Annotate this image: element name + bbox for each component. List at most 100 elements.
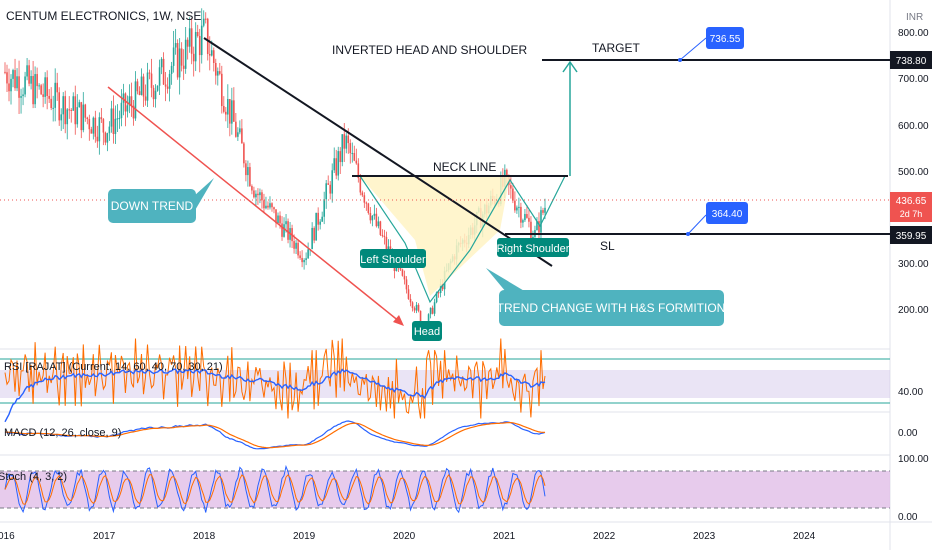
price-tick: 700.00 [898,74,929,85]
time-tick: 2023 [693,531,716,542]
candle-body [221,73,223,107]
candle-body [110,108,113,127]
candle-body [363,195,366,203]
candle-body [399,267,402,270]
target-price-label [890,51,932,69]
candle-body [62,96,65,115]
candle-body [94,117,97,137]
target-arrowhead [562,60,578,73]
candle-body [100,117,103,120]
macd-line [4,420,546,450]
candle-body [327,183,329,185]
candle-body [128,96,131,106]
candle-body [233,100,235,122]
candle-body [44,77,46,97]
candle-body [214,62,217,76]
candle-body [241,128,243,144]
sl-callout-point [686,232,690,236]
candle-body [16,76,18,89]
candle-body [206,18,209,54]
candle-body [152,87,155,100]
candle-body [261,192,263,201]
candle-body [353,153,356,161]
candle-body [223,106,225,112]
target-label: TARGET [592,41,640,55]
candle-body [325,183,327,200]
price-tick: 200.00 [898,305,929,316]
candle-body [108,126,111,134]
candle-body [305,258,307,261]
candle-body [536,221,538,231]
currency-label: INR [906,12,923,23]
down-trend-line [107,86,401,323]
candle-body [78,102,81,108]
candle-body [279,215,281,224]
candle-body [510,185,512,189]
candle-body [142,76,145,97]
candle-body [341,134,344,163]
candle-body [349,143,352,154]
time-tick: 2021 [493,531,516,542]
candle-body [365,202,368,204]
left-shoulder-text: Left Shoulder [360,254,426,266]
candle-body [180,48,183,66]
candle-body [74,96,77,125]
candle-body [6,72,8,84]
candle-body [184,39,187,69]
candle-body [126,105,129,112]
candle-body [30,76,32,84]
candle-body [12,70,14,79]
trend-change-callout-tail [486,268,526,292]
candle-body [122,93,125,103]
candle-body [331,170,334,194]
hs-fill [360,176,510,296]
candle-body [379,221,382,235]
candle-body [381,234,384,236]
candle-body [168,73,171,89]
candle-body [347,135,350,144]
candle-body [154,90,157,100]
sl-label: SL [600,239,615,253]
candle-body [429,307,432,315]
candle-body [239,128,241,133]
candle-body [538,221,540,233]
candle-body [371,215,374,221]
candle-body [114,118,117,135]
candle-body [212,50,215,63]
candle-body [4,71,6,73]
macd-tick: 0.00 [898,428,918,439]
candle-body [243,143,245,164]
candle-body [333,158,336,171]
time-tick: 2022 [593,531,616,542]
candle-body [24,76,26,95]
candle-body [403,275,406,280]
candle-body [405,279,408,290]
candle-body [247,167,249,176]
rsi-tick: 40.00 [898,387,923,398]
candle-body [269,203,271,208]
candle-body [321,216,323,222]
candle-body [136,81,139,92]
candle-body [76,107,79,125]
candle-body [313,227,315,241]
candle-body [182,65,185,69]
current-price-label [890,192,932,222]
candle-body [225,111,227,115]
candle-body [200,25,203,56]
candle-body [32,76,34,105]
candle-body [34,74,36,105]
candle-body [542,210,544,213]
candle-body [148,72,151,74]
candle-body [18,76,20,98]
candle-body [72,96,75,111]
candle-body [251,186,253,191]
target-callout-line [679,37,707,61]
candle-body [10,78,12,92]
candle-body [176,43,179,78]
candle-body [54,82,56,108]
candle-body [431,307,434,314]
candle-body [417,304,420,311]
candle-body [441,284,444,290]
rsi-band [0,370,890,398]
